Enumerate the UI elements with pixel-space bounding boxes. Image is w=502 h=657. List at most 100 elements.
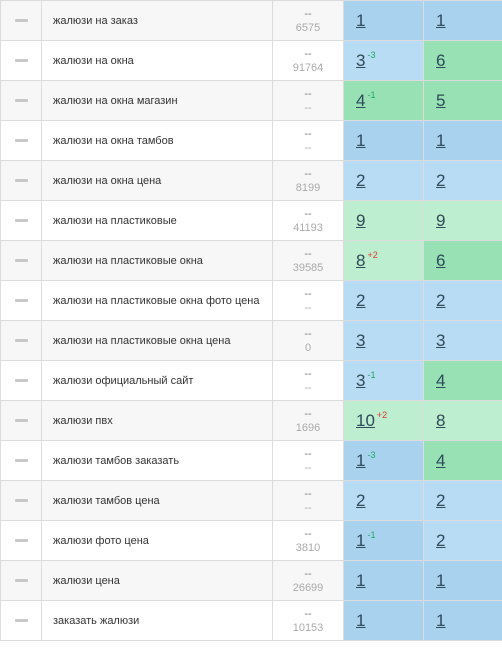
position-cell-current: 1	[343, 600, 424, 641]
position-link-current[interactable]: 2	[356, 491, 366, 510]
remove-icon[interactable]	[14, 178, 28, 182]
position-link-previous[interactable]: 2	[436, 170, 446, 190]
position-link-previous[interactable]: 8	[436, 410, 446, 430]
frequency-exact: --	[304, 47, 312, 60]
remove-icon[interactable]	[14, 618, 28, 622]
row-remove-cell	[0, 560, 42, 601]
position-link-current[interactable]: 8	[356, 251, 366, 270]
frequency-broad: 3810	[295, 541, 321, 554]
position-link-current[interactable]: 3	[356, 371, 366, 390]
keyword-text: жалюзи на окна цена	[53, 174, 162, 187]
position-link-current[interactable]: 2	[356, 171, 366, 190]
keyword-text: жалюзи тамбов цена	[53, 494, 160, 507]
keyword-cell: жалюзи на пластиковые	[41, 200, 273, 241]
frequency-exact: --	[304, 607, 312, 620]
position-link-current[interactable]: 1	[356, 571, 366, 590]
remove-icon[interactable]	[14, 18, 28, 22]
position-link-current[interactable]: 3	[356, 331, 366, 350]
table-row: жалюзи пвх -- 1696 10 +2 8	[0, 400, 502, 441]
position-link-previous[interactable]: 2	[436, 290, 446, 310]
position-link-previous[interactable]: 2	[436, 530, 446, 550]
row-remove-cell	[0, 160, 42, 201]
frequency-broad: 10153	[292, 621, 324, 634]
frequency-broad: --	[304, 501, 312, 514]
frequency-exact: --	[304, 447, 312, 460]
remove-icon[interactable]	[14, 298, 28, 302]
frequency-cell: -- 6575	[272, 0, 344, 41]
position-link-previous[interactable]: 1	[436, 610, 446, 630]
keyword-cell: жалюзи тамбов цена	[41, 480, 273, 521]
row-remove-cell	[0, 120, 42, 161]
position-link-previous[interactable]: 9	[436, 210, 446, 230]
remove-icon[interactable]	[14, 258, 28, 262]
remove-icon[interactable]	[14, 578, 28, 582]
position-link-current[interactable]: 4	[356, 91, 366, 110]
frequency-exact: --	[304, 247, 312, 260]
position-link-previous[interactable]: 1	[436, 570, 446, 590]
frequency-broad: 39585	[292, 261, 324, 274]
frequency-exact: --	[304, 207, 312, 220]
table-row: жалюзи официальный сайт -- -- 3 -1 4	[0, 360, 502, 401]
position-cell-current: 1 -1	[343, 520, 424, 561]
position-link-previous[interactable]: 3	[436, 330, 446, 350]
frequency-cell: -- --	[272, 440, 344, 481]
remove-icon[interactable]	[14, 498, 28, 502]
position-cell-previous: 8	[423, 400, 502, 441]
position-link-previous[interactable]: 1	[436, 130, 446, 150]
position-cell-previous: 4	[423, 360, 502, 401]
keyword-cell: жалюзи на пластиковые окна фото цена	[41, 280, 273, 321]
position-cell-previous: 9	[423, 200, 502, 241]
frequency-broad: 26699	[292, 581, 324, 594]
position-link-current[interactable]: 1	[356, 531, 366, 550]
frequency-broad: 1696	[295, 421, 321, 434]
position-link-current[interactable]: 1	[356, 131, 366, 150]
position-link-previous[interactable]: 6	[436, 250, 446, 270]
row-remove-cell	[0, 320, 42, 361]
remove-icon[interactable]	[14, 58, 28, 62]
remove-icon[interactable]	[14, 418, 28, 422]
row-remove-cell	[0, 280, 42, 321]
position-link-previous[interactable]: 1	[436, 10, 446, 30]
position-link-previous[interactable]: 6	[436, 50, 446, 70]
position-cell-current: 3 -3	[343, 40, 424, 81]
remove-icon[interactable]	[14, 98, 28, 102]
frequency-cell: -- 41193	[272, 200, 344, 241]
keyword-cell: жалюзи на пластиковые окна цена	[41, 320, 273, 361]
frequency-cell: -- --	[272, 80, 344, 121]
remove-icon[interactable]	[14, 458, 28, 462]
row-remove-cell	[0, 520, 42, 561]
position-link-current[interactable]: 1	[356, 451, 366, 470]
remove-icon[interactable]	[14, 538, 28, 542]
position-link-current[interactable]: 1	[356, 611, 366, 630]
remove-icon[interactable]	[14, 138, 28, 142]
remove-icon[interactable]	[14, 218, 28, 222]
frequency-cell: -- 0	[272, 320, 344, 361]
position-link-previous[interactable]: 2	[436, 490, 446, 510]
row-remove-cell	[0, 40, 42, 81]
position-link-current[interactable]: 9	[356, 211, 366, 230]
position-cell-previous: 2	[423, 520, 502, 561]
position-link-current[interactable]: 10	[356, 411, 375, 430]
position-link-previous[interactable]: 4	[436, 370, 446, 390]
position-change: +2	[367, 250, 378, 260]
remove-icon[interactable]	[14, 378, 28, 382]
frequency-cell: -- 3810	[272, 520, 344, 561]
frequency-broad: 91764	[292, 61, 324, 74]
frequency-broad: --	[304, 461, 312, 474]
position-cell-previous: 1	[423, 120, 502, 161]
row-remove-cell	[0, 0, 42, 41]
frequency-broad: --	[304, 381, 312, 394]
position-cell-current: 8 +2	[343, 240, 424, 281]
remove-icon[interactable]	[14, 338, 28, 342]
table-body: жалюзи на заказ -- 6575 1 1 жалюзи на окна -- 9…	[0, 0, 502, 641]
frequency-exact: --	[304, 7, 312, 20]
position-link-current[interactable]: 1	[356, 11, 366, 30]
position-link-previous[interactable]: 4	[436, 450, 446, 470]
keyword-cell: жалюзи на окна магазин	[41, 80, 273, 121]
position-link-current[interactable]: 3	[356, 51, 366, 70]
position-link-current[interactable]: 2	[356, 291, 366, 310]
position-cell-previous: 5	[423, 80, 502, 121]
frequency-exact: --	[304, 287, 312, 300]
position-link-previous[interactable]: 5	[436, 90, 446, 110]
position-cell-previous: 2	[423, 160, 502, 201]
